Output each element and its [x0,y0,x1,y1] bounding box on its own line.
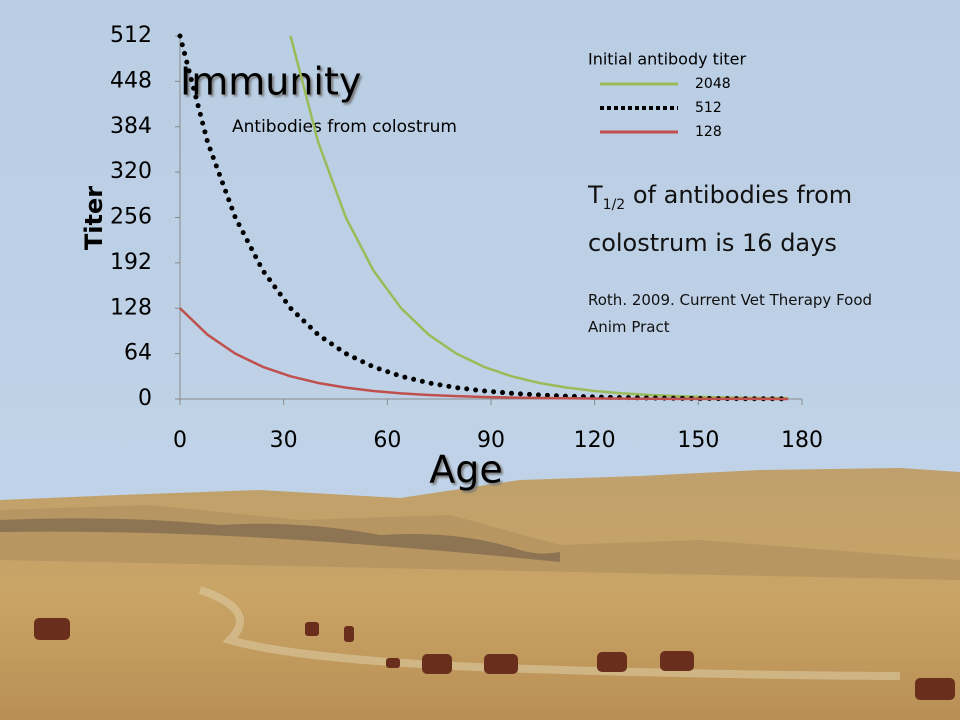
y-tick-label: 512 [110,23,152,48]
legend-label: 512 [695,100,722,116]
x-tick-label: 30 [270,428,298,453]
trees [0,518,560,562]
y-tick-label: 64 [124,341,152,366]
y-tick-label: 320 [110,159,152,184]
note: T1/2 of antibodies from colostrum is 16 … [588,176,873,262]
cattle [34,618,955,700]
x-tick-label: 0 [173,428,187,453]
series-line [289,35,789,400]
y-tick-label: 384 [110,114,152,139]
x-tick-label: 60 [373,428,401,453]
chart-title: Immunity [180,60,361,104]
x-tick-label: 150 [677,428,719,453]
series-line [177,33,791,402]
x-axis-label: Age [429,448,503,492]
x-tick-label: 180 [781,428,823,453]
x-tick-label: 120 [574,428,616,453]
series-line [179,307,789,401]
y-axis-label: Titer [80,186,108,250]
reference: Roth. 2009. Current Vet Therapy Food Ani… [588,291,873,336]
note-main: T [588,181,603,209]
note-subscript: 1/2 [602,196,626,213]
note-text: of antibodies from colostrum is 16 days [588,181,853,257]
chart-subtitle: Antibodies from colostrum [232,117,457,137]
legend-title: Initial antibody titer [588,50,747,69]
y-tick-label: 256 [110,205,152,230]
y-tick-label: 128 [110,295,152,320]
legend-label: 2048 [695,76,731,92]
x-tick-label: 90 [477,428,505,453]
y-tick-label: 448 [110,68,152,93]
y-tick-label: 192 [110,250,152,275]
legend-label: 128 [695,124,722,140]
y-tick-label: 0 [138,386,152,411]
